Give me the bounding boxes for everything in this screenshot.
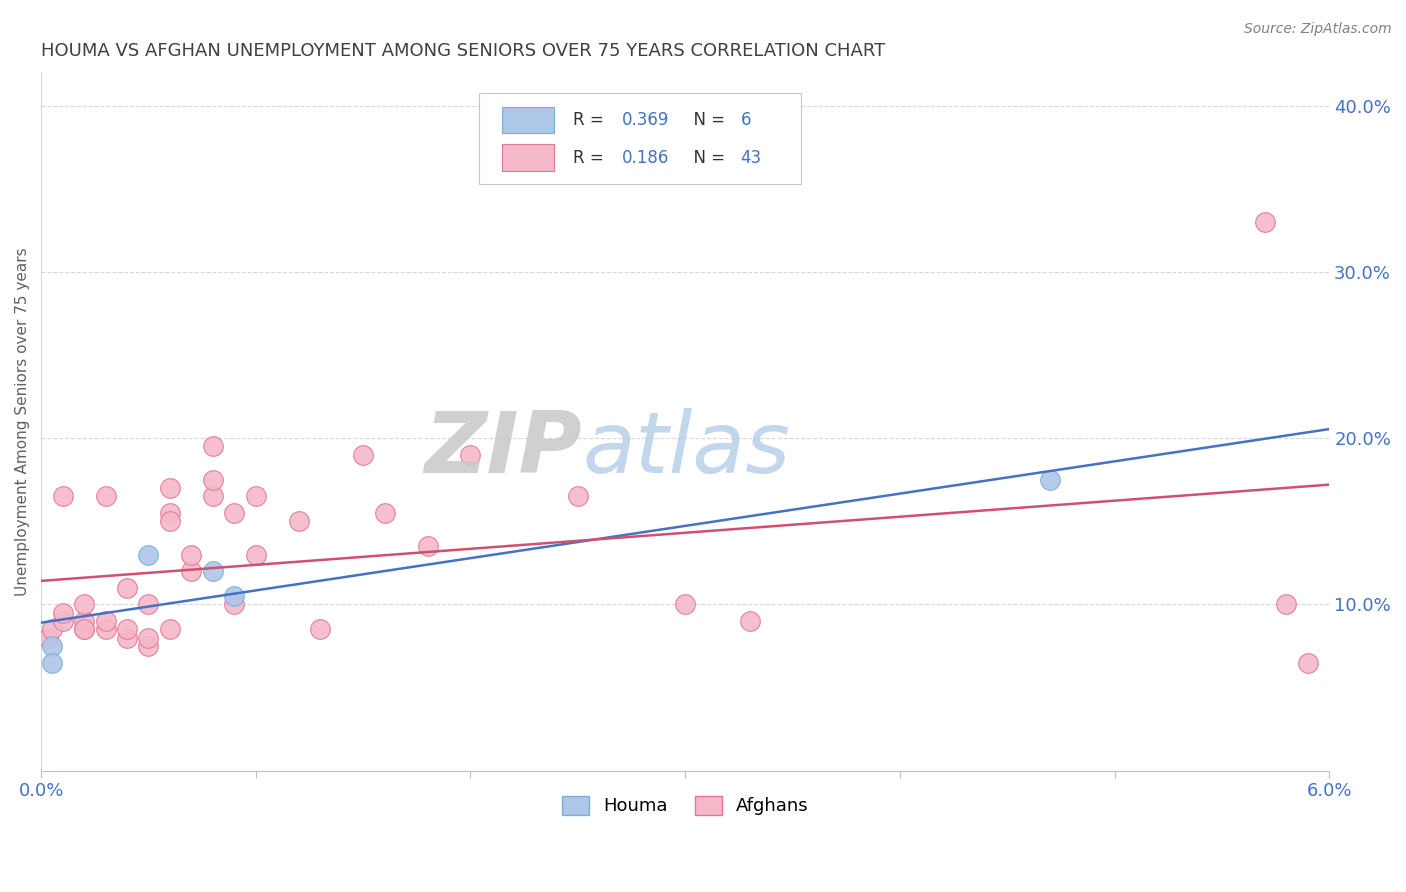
Point [94,489,117,503]
Legend: Houma, Afghans: Houma, Afghans [553,787,818,824]
Point [567,489,589,503]
Point [37,631,59,645]
Point [287,514,309,528]
Point [374,506,396,520]
Point [224,506,246,520]
Point [180,564,202,578]
Point [245,489,267,503]
Text: 43: 43 [741,149,762,167]
Point [673,598,696,612]
Point [201,489,224,503]
Point [41,623,63,637]
Point [1039,473,1062,487]
Point [41,656,63,670]
FancyBboxPatch shape [502,107,554,133]
Point [180,548,202,562]
Point [115,581,138,595]
Point [159,623,181,637]
Point [73,623,96,637]
Text: HOUMA VS AFGHAN UNEMPLOYMENT AMONG SENIORS OVER 75 YEARS CORRELATION CHART: HOUMA VS AFGHAN UNEMPLOYMENT AMONG SENIO… [41,42,886,60]
Text: ZIP: ZIP [425,408,582,491]
Point [94,623,117,637]
Point [224,589,246,603]
Point [115,631,138,645]
Point [52,614,75,628]
Point [201,440,224,454]
Point [245,548,267,562]
Point [1254,215,1277,229]
Point [138,631,160,645]
Point [1275,598,1298,612]
Point [73,623,96,637]
Point [309,623,332,637]
Point [52,489,75,503]
Text: 0.369: 0.369 [621,111,669,129]
Point [224,598,246,612]
Point [460,448,482,462]
Point [73,614,96,628]
Point [41,639,63,653]
Point [52,606,75,620]
Text: N =: N = [682,111,730,129]
Point [94,614,117,628]
Text: Source: ZipAtlas.com: Source: ZipAtlas.com [1244,22,1392,37]
Point [73,598,96,612]
Text: 0.186: 0.186 [621,149,669,167]
Point [159,514,181,528]
Point [201,473,224,487]
Text: R =: R = [574,149,609,167]
Point [159,506,181,520]
Text: R =: R = [574,111,609,129]
Point [159,481,181,495]
Text: 6: 6 [741,111,751,129]
Point [738,614,761,628]
FancyBboxPatch shape [479,94,801,184]
Point [115,623,138,637]
Point [138,548,160,562]
Text: N =: N = [682,149,730,167]
Point [138,598,160,612]
Point [416,539,439,553]
Y-axis label: Unemployment Among Seniors over 75 years: Unemployment Among Seniors over 75 years [15,247,30,596]
Text: atlas: atlas [582,408,790,491]
Point [138,639,160,653]
FancyBboxPatch shape [502,145,554,171]
Point [352,448,374,462]
Point [1296,656,1319,670]
Point [201,564,224,578]
